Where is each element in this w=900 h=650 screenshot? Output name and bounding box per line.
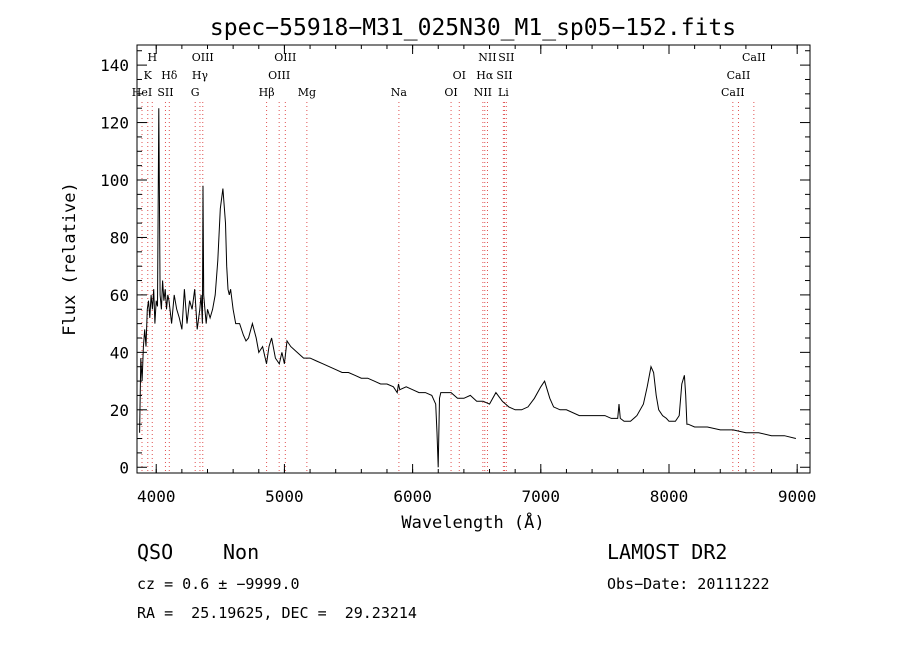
line-marker-label: CaII	[721, 86, 745, 99]
redshift-value: cz = 0.6 ± −9999.0	[137, 575, 300, 593]
line-marker-label: NII	[478, 51, 496, 64]
x-axis-label: Wavelength (Å)	[401, 511, 544, 533]
x-tick-label: 6000	[393, 487, 432, 506]
line-marker-label: Hδ	[161, 69, 178, 82]
y-tick-label: 60	[110, 286, 129, 305]
line-marker-label: SII	[496, 69, 512, 82]
line-marker-label: OIII	[274, 51, 296, 64]
y-axis-label: Flux (relative)	[60, 182, 80, 336]
y-tick-label: 40	[110, 343, 129, 362]
plot-frame	[136, 44, 811, 474]
line-marker-label: OIII	[268, 69, 290, 82]
y-axis: 0 20 40 60 80 100 120 140	[100, 50, 810, 477]
line-marker-label: HeI	[132, 86, 152, 99]
line-marker-label: G	[191, 86, 200, 99]
y-tick-label: 80	[110, 228, 129, 247]
line-marker-label: Li	[498, 86, 509, 99]
x-tick-label: 8000	[650, 487, 689, 506]
line-marker-label: Hγ	[192, 69, 209, 82]
x-axis: 4000 5000 6000 7000 8000 9000	[137, 45, 816, 506]
line-marker-label: K	[144, 69, 153, 82]
line-marker-label: OIII	[192, 51, 214, 64]
x-tick-label: 4000	[137, 487, 176, 506]
coordinates: RA = 25.19625, DEC = 29.23214	[137, 604, 417, 622]
line-marker-label: Hβ	[259, 86, 275, 99]
y-tick-label: 120	[100, 114, 129, 133]
y-tick-label: 100	[100, 171, 129, 190]
line-marker-label: CaII	[727, 69, 751, 82]
y-tick-label: 0	[119, 458, 129, 477]
line-marker-label: CaII	[742, 51, 766, 64]
line-marker-label: NII	[474, 86, 492, 99]
line-marker-label: SII	[498, 51, 514, 64]
object-subclass: Non	[223, 540, 260, 564]
survey-name: LAMOST DR2	[607, 540, 728, 564]
line-marker-label: OI	[444, 86, 457, 99]
line-marker-label: Hα	[476, 69, 494, 82]
line-marker-label: Mg	[298, 86, 316, 99]
y-tick-label: 20	[110, 401, 129, 420]
observation-date: Obs−Date: 20111222	[607, 575, 770, 593]
x-tick-label: 7000	[522, 487, 561, 506]
line-marker-label: OI	[453, 69, 466, 82]
line-marker-label: H	[147, 51, 157, 64]
object-class: QSO	[137, 540, 174, 564]
x-tick-label: 5000	[265, 487, 304, 506]
y-tick-label: 140	[100, 56, 129, 75]
line-marker-label: Na	[391, 86, 408, 99]
line-markers: HeI KH SII Hδ G Hγ OIII Hβ OIII OIII Mg Na OI OI NII Hα…	[132, 51, 766, 473]
spectrum-line	[139, 108, 797, 468]
chart-title: spec−55918−M31_025N30_M1_sp05−152.fits	[210, 15, 736, 41]
x-tick-label: 9000	[778, 487, 817, 506]
line-marker-label: SII	[157, 86, 173, 99]
